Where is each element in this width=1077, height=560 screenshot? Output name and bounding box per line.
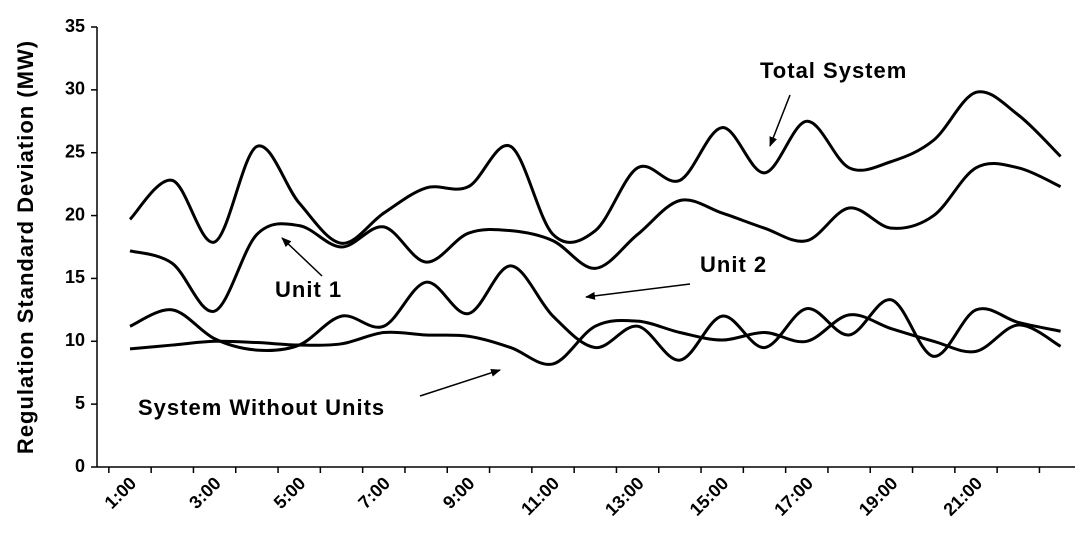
annotation: Unit 1 [275, 277, 342, 302]
x-tick-label: 7:00 [354, 473, 394, 513]
annotation: System Without Units [138, 395, 385, 420]
annotation-arrow [419, 368, 501, 397]
y-tick-label: 0 [75, 456, 85, 476]
x-tick-label: 13:00 [601, 473, 648, 520]
x-tick-label: 9:00 [439, 473, 479, 513]
series-line [129, 313, 1062, 366]
y-tick-label: 5 [75, 393, 85, 413]
series-line [129, 161, 1062, 313]
x-tick-label: 15:00 [686, 473, 733, 520]
series-line [129, 264, 1061, 362]
x-tick-label: 21:00 [939, 473, 986, 520]
y-tick-label: 20 [65, 204, 85, 224]
y-tick-label: 15 [65, 267, 85, 287]
annotation: Total System [760, 58, 907, 83]
x-tick-label: 17:00 [770, 473, 817, 520]
y-tick-label: 10 [65, 330, 85, 350]
x-tick-label: 1:00 [101, 473, 141, 513]
y-tick-label: 30 [65, 79, 85, 99]
x-tick-label: 5:00 [270, 473, 310, 513]
annotation-arrow [281, 237, 323, 277]
series-line [128, 90, 1062, 245]
annotation-arrow [769, 94, 791, 147]
x-tick-label: 3:00 [185, 473, 225, 513]
y-tick-label: 35 [65, 16, 85, 36]
y-tick-label: 25 [65, 141, 85, 161]
annotation: Unit 2 [700, 252, 767, 277]
annotation-arrow [585, 283, 691, 300]
x-tick-label: 11:00 [517, 473, 563, 519]
x-tick-label: 19:00 [855, 473, 902, 520]
y-axis-label: Regulation Standard Deviation (MW) [13, 40, 38, 454]
